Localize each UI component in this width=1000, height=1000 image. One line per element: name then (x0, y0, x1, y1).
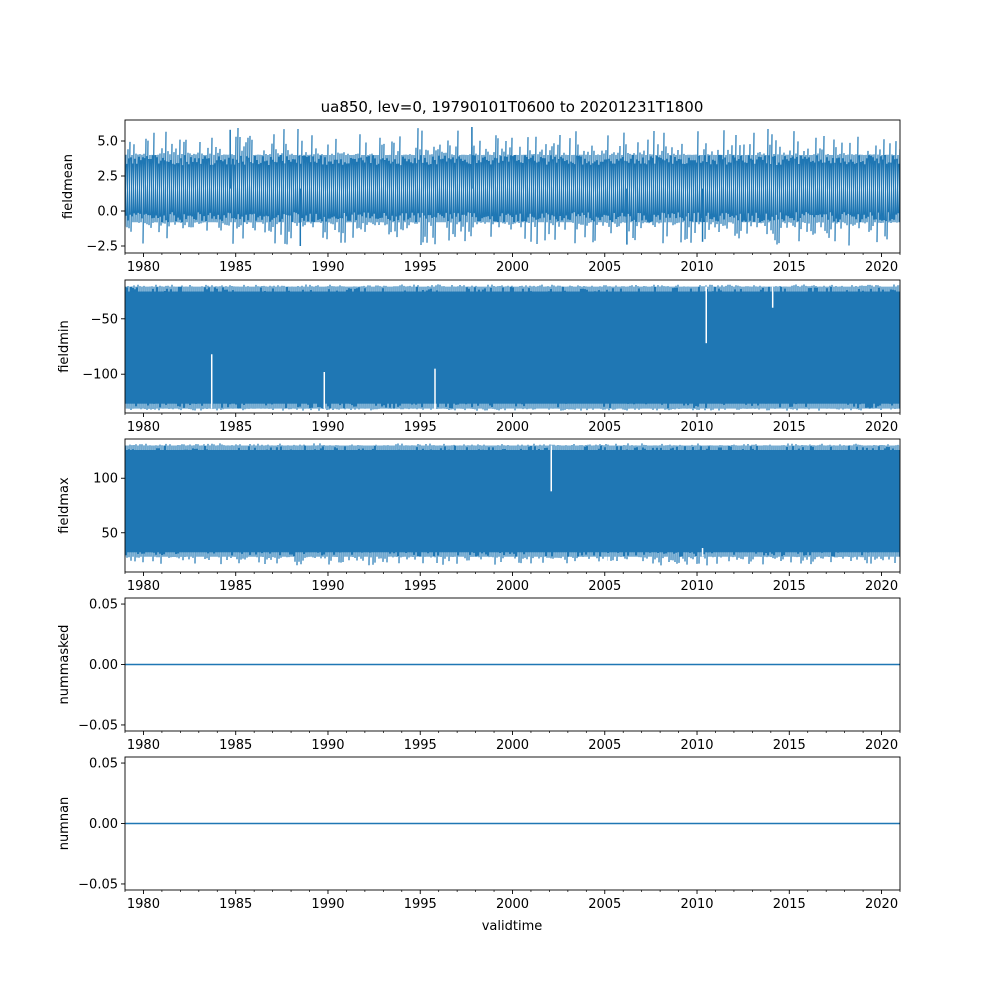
x-tick-label: 1995 (404, 897, 437, 912)
x-tick-label: 2020 (865, 579, 898, 594)
x-tick-label: 1990 (311, 579, 344, 594)
y-tick-label: 0.0 (97, 205, 118, 220)
series-fieldmax (125, 443, 900, 566)
x-tick-label: 1985 (219, 738, 252, 753)
x-tick-label: 1990 (311, 260, 344, 275)
panel-nummasked: 1980 1985 1990 1995 2000 2005 2010 2015 2020 −0.0… (57, 598, 901, 753)
x-tick-label: 2010 (680, 579, 713, 594)
x-tick-label: 1980 (127, 738, 160, 753)
x-tick-label: 2020 (865, 420, 898, 435)
x-tick-label: 2015 (773, 738, 806, 753)
series-line-fieldmean (125, 127, 900, 246)
y-tick-label: −0.05 (78, 718, 118, 733)
x-tick-label: 2010 (680, 420, 713, 435)
x-tick-label: 1990 (311, 897, 344, 912)
y-tick-label: −0.05 (78, 877, 118, 892)
x-tick-label: 2015 (773, 579, 806, 594)
x-tick-label: 1990 (311, 420, 344, 435)
y-tick-label: −2.5 (86, 240, 118, 255)
panel-numnan: 1980 1985 1990 1995 2000 2005 2010 2015 2020 −0.0… (57, 757, 901, 912)
x-tick-label: 1995 (404, 579, 437, 594)
y-tick-label: 0.05 (89, 598, 118, 613)
series-band-fieldmax (125, 449, 900, 553)
x-tick-label: 2010 (680, 260, 713, 275)
x-tick-label: 2015 (773, 897, 806, 912)
series-fieldmean (125, 127, 900, 246)
x-tick-label: 2000 (496, 897, 529, 912)
y-tick-label: 5.0 (97, 135, 118, 150)
x-tick-label: 1995 (404, 420, 437, 435)
x-tick-label: 2010 (680, 738, 713, 753)
x-tick-label: 1985 (219, 579, 252, 594)
x-tick-label: 1980 (127, 260, 160, 275)
panel-fieldmin: 1980 1985 1990 1995 2000 2005 2010 2015 2020 −100… (57, 279, 901, 435)
x-tick-label: 1980 (127, 420, 160, 435)
panel-fieldmax: 1980 1985 1990 1995 2000 2005 2010 2015 2020 50 10… (57, 438, 901, 594)
x-tick-label: 2005 (588, 738, 621, 753)
x-tick-label: 2000 (496, 738, 529, 753)
x-tick-label: 2005 (588, 579, 621, 594)
x-axis-label: validtime (482, 919, 543, 934)
panel-fieldmean: 1980 1985 1990 1995 2000 2005 2010 2015 2020 −2.5… (61, 119, 901, 275)
x-tick-label: 1980 (127, 579, 160, 594)
x-tick-label: 2015 (773, 420, 806, 435)
x-tick-label: 1995 (404, 260, 437, 275)
x-tick-label: 2005 (588, 420, 621, 435)
x-tick-label: 2020 (865, 260, 898, 275)
x-tick-label: 2000 (496, 579, 529, 594)
y-axis-label-fieldmean: fieldmean (61, 154, 76, 219)
panels-group: 1980 1985 1990 1995 2000 2005 2010 2015 2020 −2.5… (57, 119, 901, 912)
x-tick-label: 1985 (219, 420, 252, 435)
y-axis-label-fieldmax: fieldmax (57, 477, 72, 534)
x-tick-label: 2000 (496, 420, 529, 435)
y-tick-label: 0.05 (89, 757, 118, 772)
y-tick-label: 2.5 (97, 170, 118, 185)
series-fieldmin (125, 284, 900, 411)
y-axis-label-fieldmin: fieldmin (57, 320, 72, 373)
x-tick-label: 1985 (219, 897, 252, 912)
x-tick-label: 2020 (865, 897, 898, 912)
x-tick-label: 2005 (588, 260, 621, 275)
x-tick-label: 1995 (404, 738, 437, 753)
y-tick-label: 100 (93, 472, 118, 487)
x-tick-label: 2005 (588, 897, 621, 912)
y-tick-label: 0.00 (89, 817, 118, 832)
x-tick-label: 2015 (773, 260, 806, 275)
series-band-fieldmin (125, 291, 900, 404)
chart-title: ua850, lev=0, 19790101T0600 to 20201231T… (321, 98, 704, 116)
x-tick-label: 1990 (311, 738, 344, 753)
x-tick-label: 1985 (219, 260, 252, 275)
y-tick-label: 50 (101, 526, 118, 541)
y-tick-label: −50 (91, 312, 118, 327)
x-tick-label: 2010 (680, 897, 713, 912)
y-tick-label: 0.00 (89, 658, 118, 673)
y-axis-label-numnan: numnan (57, 797, 72, 851)
x-tick-label: 1980 (127, 897, 160, 912)
x-tick-label: 2020 (865, 738, 898, 753)
x-tick-label: 2000 (496, 260, 529, 275)
y-tick-label: −100 (82, 368, 118, 383)
y-axis-label-nummasked: nummasked (57, 625, 72, 705)
